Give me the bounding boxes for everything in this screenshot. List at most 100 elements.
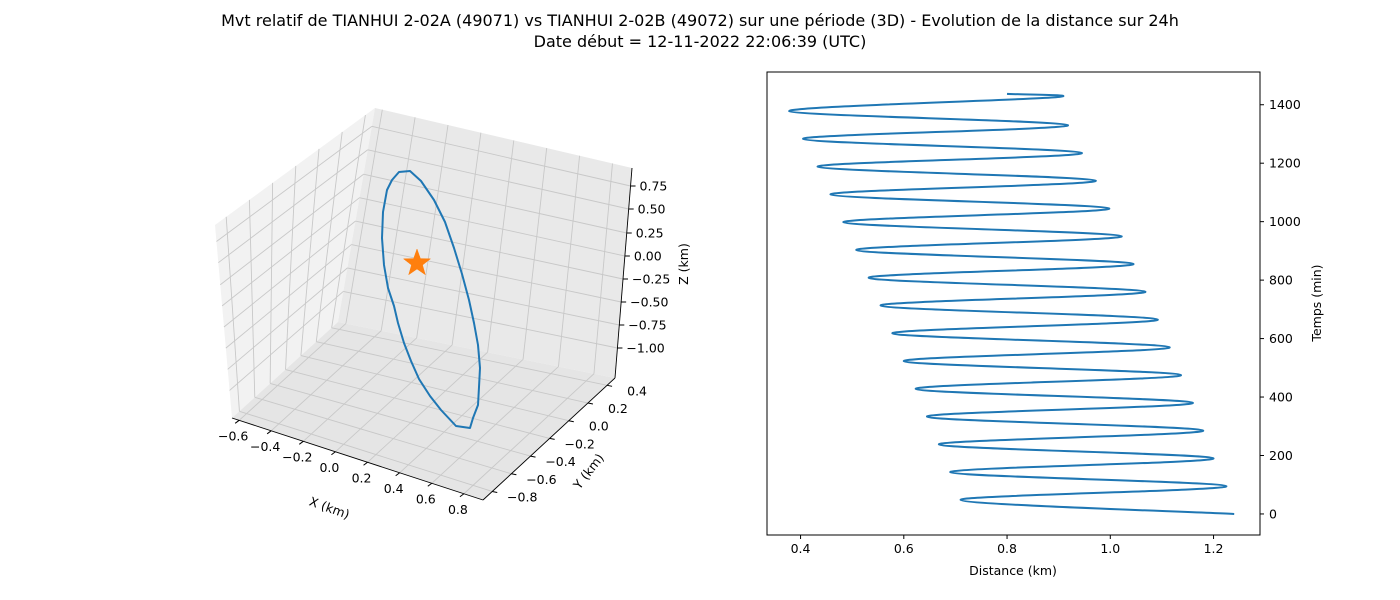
y-tick-label: 0.0 [589,419,609,434]
z-tick-label: −1.00 [626,341,664,356]
gridline [347,267,620,326]
gridline [254,396,512,475]
x-tick-mark [298,440,304,445]
gridline [225,244,352,349]
x-tick-label: −0.4 [250,439,280,454]
y-tick-label: −0.4 [545,454,575,469]
x-tick-label: 0.8 [448,502,468,517]
x-tick-label: −0.2 [282,449,312,464]
gridline [219,173,364,286]
gridline [367,149,629,210]
gridline [218,149,369,264]
y-tick-label: 1000 [1269,214,1301,229]
z-tick-label: 0.00 [634,249,662,264]
gridline [359,197,625,257]
gridline [285,369,550,439]
y-axis-line [482,377,616,501]
y-tick-mark [606,384,613,387]
y-axis-ticks: 0 200 400 600 800 1000 1200 1400 [1260,97,1301,521]
y-tick-label: −0.8 [507,489,537,504]
gridline [300,355,569,422]
gridline [451,132,482,346]
gridline [335,344,453,453]
gridline [227,267,348,370]
3d-gridlines [216,109,631,495]
gridline [270,383,531,457]
x-tick-label: 0.0 [319,460,339,475]
origin-star-marker [402,248,432,276]
gridline [225,216,240,412]
x-tick-mark [266,430,272,435]
z-tick-label: −0.75 [628,318,666,333]
x-tick-mark [234,419,240,424]
x-axis-ticks: 0.4 0.6 0.8 1.0 1.2 [791,535,1224,556]
gridline [593,163,613,374]
y-axis-label: Temps (min) [1309,264,1324,342]
x-tick-label: 0.6 [416,491,436,506]
gridline [355,220,624,280]
y-tick-label: 1200 [1269,156,1301,171]
gridline [343,290,618,349]
x-tick-mark [331,451,336,456]
gridline [367,351,488,463]
y-tick-label: 200 [1269,448,1293,463]
3d-pane-right [338,108,632,378]
distance-time-plot: 0.4 0.6 0.8 1.0 1.2 0 200 400 600 800 1000 1200 140… [766,71,1324,578]
figure-title-line2: Date début = 12-11-2022 22:06:39 (UTC) [534,32,867,51]
y-tick-label: −0.2 [564,436,594,451]
x-tick-label: 1.2 [1204,541,1224,556]
y-tick-label: 400 [1269,390,1293,405]
z-tick-label: 0.50 [638,202,666,217]
gridline [315,131,343,342]
3d-pane-left [215,108,375,418]
y-tick-label: 0.2 [608,401,628,416]
gridline [558,155,581,367]
distance-series-line [788,92,1235,515]
x-tick-mark [395,472,400,477]
y-tick-mark [549,437,555,440]
gridline [522,148,548,360]
x-tick-label: 1.0 [1100,541,1120,556]
x-axis-line [231,417,484,501]
gridline [302,337,417,442]
gridline [229,291,344,391]
x-tick-label: 0.6 [894,541,914,556]
gridline [216,125,373,242]
gridline [363,173,627,234]
gridline [431,366,559,484]
gridline [285,165,297,370]
gridline [270,330,382,432]
x-tick-mark [427,482,433,487]
gridline [463,373,595,495]
gridline [371,125,631,187]
gridline [221,197,360,307]
y-tick-label: −0.6 [526,472,556,487]
gridline [300,148,320,356]
figure-title-line1: Mvt relatif de TIANHUI 2-02A (49071) vs … [221,11,1179,30]
z-tick-label: 0.75 [640,179,668,194]
x-tick-mark [459,493,465,498]
z-tick-label: −0.50 [630,295,668,310]
3d-axes [231,167,636,501]
x-tick-label: 0.4 [384,481,404,496]
gridline [331,114,366,328]
x-tick-label: 0.4 [791,541,811,556]
gridline [399,359,524,474]
x-tick-label: 0.2 [352,470,372,485]
3d-z-axis-label: Z (km) [676,243,691,285]
x-axis-label: Distance (km) [969,563,1057,578]
3d-orbit-line [381,170,481,429]
gridline [351,244,622,303]
gridline [380,117,416,331]
y-tick-mark [492,490,498,493]
y-tick-label: 800 [1269,273,1293,288]
gridline [345,109,383,324]
y-tick-mark [568,420,574,423]
y-tick-label: 0 [1269,506,1277,521]
gridline [269,182,274,384]
y-tick-label: 0.4 [627,383,647,398]
z-tick-label: 0.25 [636,226,664,241]
z-tick-label: −0.25 [632,272,670,287]
gridline [416,124,449,338]
